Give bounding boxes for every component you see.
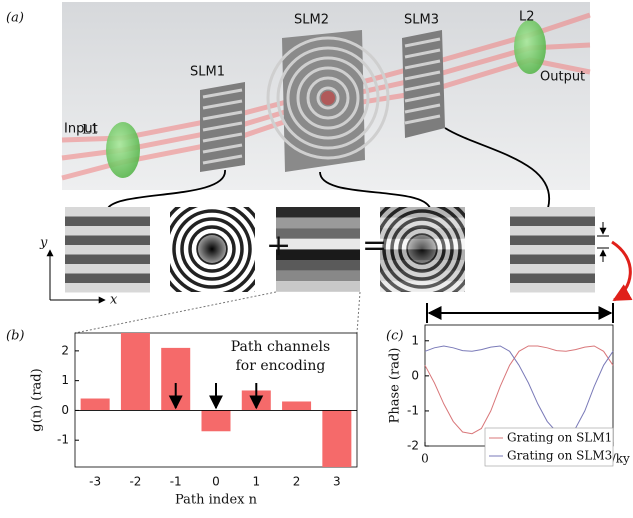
stripe [510, 226, 595, 236]
y-tick-label: -1 [407, 403, 419, 417]
stripe [65, 207, 150, 217]
x-tick-label: -3 [89, 475, 101, 489]
x-tick-label: 3 [333, 475, 341, 489]
charts: -1 0 1 2 -3 -2 -1 0 1 2 3 Path index n g(n) (rad) Pat… [30, 325, 631, 508]
ring-center [198, 235, 226, 263]
bar [322, 410, 351, 467]
stripe [65, 217, 150, 227]
bar-row [380, 249, 465, 260]
stripe [65, 236, 150, 246]
stripe [65, 226, 150, 236]
x-tick-label: 0 [421, 452, 429, 466]
bar-row [380, 228, 465, 239]
bar [201, 410, 230, 431]
figure: (a) L1 Input SLM1 SLM2 SLM3 L2 Output + … [0, 0, 633, 514]
annotation: for encoding [236, 358, 326, 374]
operator: = [362, 228, 387, 263]
bar-row [380, 239, 465, 250]
setup-render [62, 2, 590, 208]
bar-row [276, 207, 360, 218]
component-label: Input [64, 122, 98, 137]
stripe [65, 264, 150, 274]
y-tick-label: 1 [411, 333, 419, 347]
x-tick-label: -2 [129, 475, 141, 489]
stripe [65, 283, 150, 293]
stripe [510, 255, 595, 265]
x-tick-label: 0 [212, 475, 220, 489]
phase-masks [65, 187, 595, 311]
bar-row [380, 260, 465, 271]
legend-label: Grating on SLM1 [507, 431, 612, 445]
bar-row [380, 218, 465, 229]
component-label: SLM1 [190, 65, 225, 80]
operator: + [266, 228, 291, 263]
panel-label: (b) [6, 329, 24, 344]
zoom-lines [75, 292, 360, 333]
zone-plate [150, 187, 274, 311]
stripe [510, 217, 595, 227]
bar [282, 401, 311, 410]
bar [81, 399, 110, 411]
stripe [510, 274, 595, 284]
bar-row [380, 207, 465, 218]
component-label: L2 [519, 10, 535, 25]
bar-row [380, 271, 465, 282]
x-tick-label: 1 [252, 475, 260, 489]
y-tick-label: 2 [61, 343, 69, 357]
bar-row [380, 281, 465, 292]
component-label: Output [540, 70, 585, 85]
x-tick-label: -1 [170, 475, 182, 489]
line-series [425, 346, 613, 434]
component-label: SLM2 [294, 13, 329, 28]
y-axis-label: g(n) (rad) [30, 368, 45, 431]
y-tick-label: 0 [61, 403, 69, 417]
stripe [65, 274, 150, 284]
bar [121, 333, 150, 410]
page: (a) L1 Input SLM1 SLM2 SLM3 L2 Output + … [0, 0, 633, 514]
y-tick-label: 1 [61, 373, 69, 387]
bar-row [276, 271, 360, 282]
stripe [65, 245, 150, 255]
stripe [510, 245, 595, 255]
bar-row [276, 281, 360, 292]
stripe [510, 264, 595, 274]
x-tick-label: 2 [293, 475, 301, 489]
y-tick-label: -2 [407, 439, 419, 453]
panel-label: (c) [386, 329, 403, 344]
bar-row [276, 218, 360, 229]
axis-label: y [39, 236, 48, 251]
panel-label: (a) [6, 11, 24, 26]
y-axis-label: Phase (rad) [388, 348, 403, 424]
component-label: SLM3 [404, 13, 439, 28]
legend-label: Grating on SLM3 [507, 449, 612, 463]
stripe [510, 236, 595, 246]
stripe [65, 255, 150, 265]
y-tick-label: 0 [411, 368, 419, 382]
stripe [510, 283, 595, 293]
stripe [510, 207, 595, 217]
annotation: Path channels [231, 339, 330, 355]
y-tick-label: -1 [57, 433, 69, 447]
axis-label: x [110, 293, 118, 308]
x-axis-label: Path index n [175, 493, 258, 508]
